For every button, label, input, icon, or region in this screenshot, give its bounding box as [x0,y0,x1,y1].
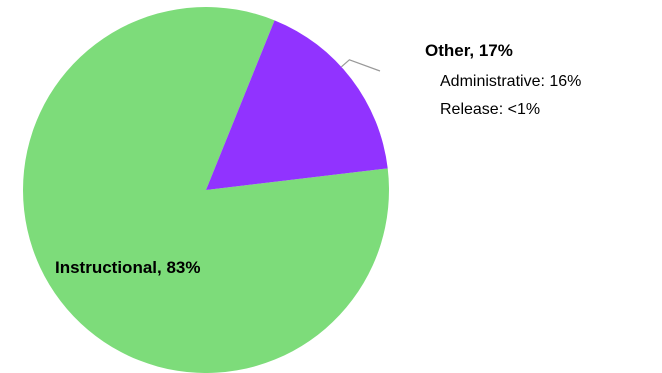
pie-slice-other [206,20,388,190]
slice-label-other: Other, 17% [425,41,513,60]
leader-line [341,59,381,72]
slice-label-instructional: Instructional, 83% [55,258,200,277]
other-breakdown-release: Release: <1% [440,101,540,118]
other-breakdown-administrative: Administrative: 16% [440,73,581,90]
pie-slices [23,7,389,373]
pie-slice-instructional [23,7,389,373]
